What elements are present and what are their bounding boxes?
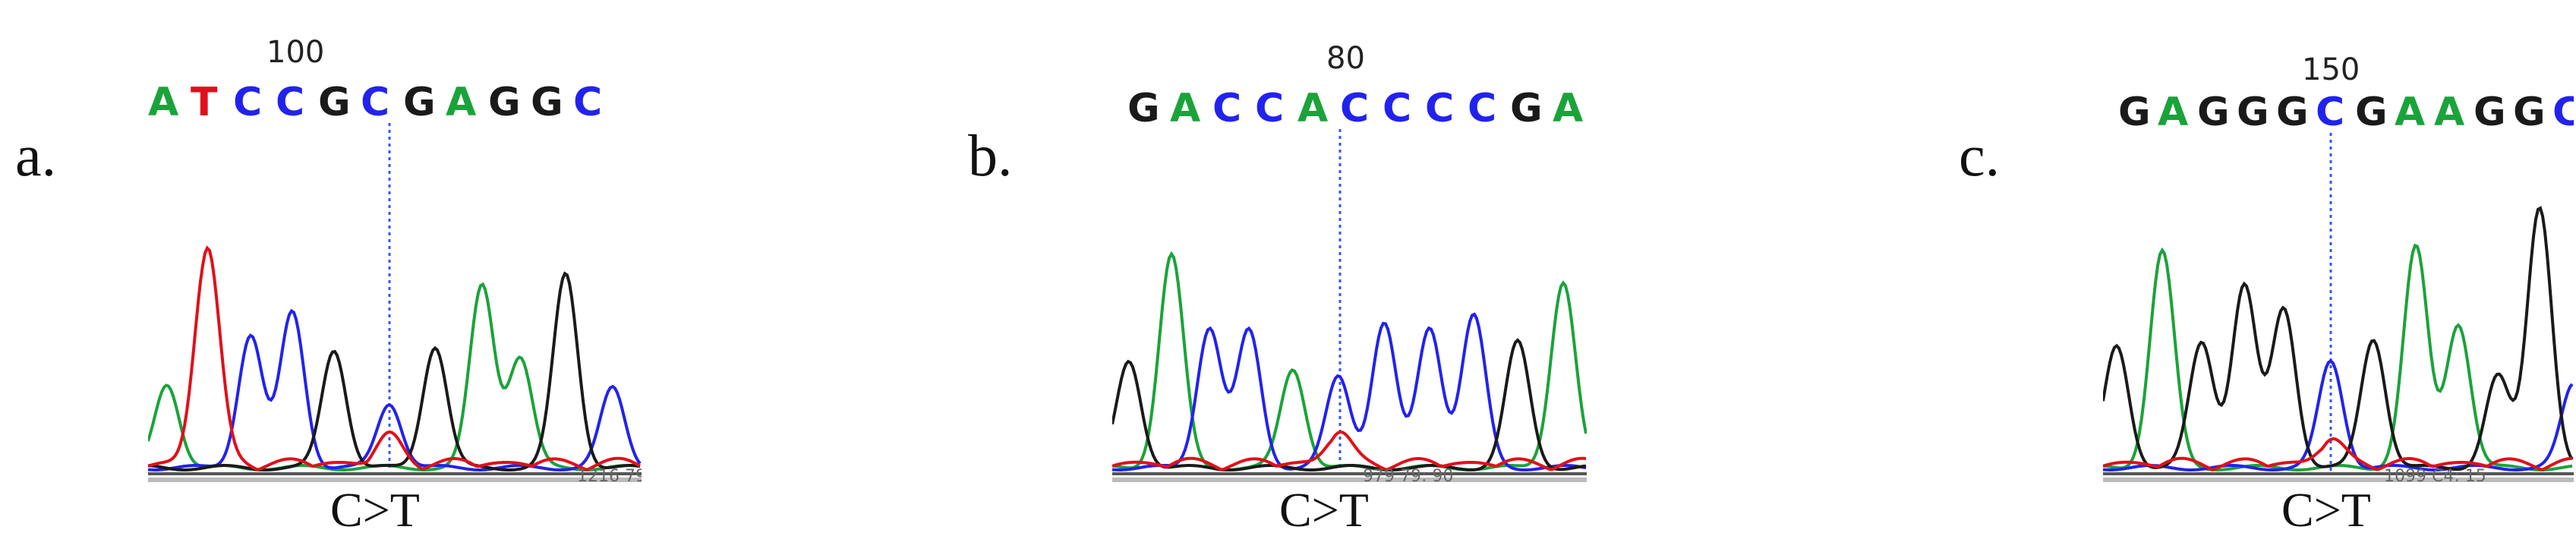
panel-b-label: b. (968, 122, 1013, 188)
chromatogram-c: 150 G A G G G C G A A G G C 1099 C4: 15 (2103, 0, 2574, 486)
trace-C (2103, 358, 2574, 471)
base-call-letter: A (2434, 90, 2464, 135)
base-call-letter: G (1510, 86, 1543, 131)
base-call-letter: A (1553, 86, 1583, 131)
panel-b: 80 G A C C A C C C C G A 979 79: 90 C>T (1112, 0, 1587, 555)
panel-a-label: a. (15, 122, 57, 188)
base-call-letter: C (2316, 90, 2344, 135)
base-call-letter: T (191, 80, 218, 125)
base-call-letter: C (1425, 86, 1454, 131)
base-call-letter: G (403, 80, 436, 125)
trace-T (2103, 437, 2573, 471)
base-call-letter: G (1127, 86, 1160, 131)
base-call-letter: G (2197, 90, 2230, 135)
axis-readout: 1216 79: 1 (577, 467, 642, 486)
base-call-letter: A (1297, 86, 1328, 131)
base-call-letter: A (446, 80, 476, 125)
base-call-letter: A (2395, 90, 2425, 135)
base-call-letter: G (531, 80, 563, 125)
panel-a-mutation: C>T (330, 483, 420, 537)
base-call-letter: C (361, 80, 389, 125)
base-call-letter: A (2158, 90, 2188, 135)
trace-G (148, 271, 641, 471)
base-call-letter: G (2118, 90, 2151, 135)
axis-readout: 979 79: 90 (1363, 467, 1453, 486)
base-call-letter: C (1383, 86, 1411, 131)
trace-C (1112, 312, 1587, 472)
trace-C (148, 308, 642, 472)
base-call-letter: C (233, 80, 262, 125)
base-call-letter: C (276, 80, 304, 125)
trace-T (148, 245, 641, 471)
trace-A (2103, 243, 2573, 471)
base-call-letter: G (318, 80, 351, 125)
base-call-letter: C (1340, 86, 1369, 131)
base-call-letter: G (2237, 90, 2269, 135)
position-number: 100 (266, 35, 324, 70)
position-number: 150 (2302, 52, 2360, 87)
trace-A (148, 282, 641, 471)
base-call-letter: C (1468, 86, 1496, 131)
panel-c-label: c. (1959, 122, 2001, 188)
base-call-letter: C (573, 80, 602, 125)
base-call-letter: G (2513, 90, 2546, 135)
base-call-letter: G (2355, 90, 2388, 135)
base-call-letter: A (1170, 86, 1200, 131)
axis-readout: 1099 C4: 15 (2384, 467, 2486, 486)
base-call-letter: G (488, 80, 521, 125)
chromatogram-b: 80 G A C C A C C C C G A 979 79: 90 (1112, 0, 1587, 486)
trace-T (1112, 430, 1587, 471)
base-call-letter: A (148, 80, 178, 125)
base-call-letter: G (2276, 90, 2309, 135)
base-call-letter: C (1255, 86, 1284, 131)
trace-G (1112, 338, 1587, 471)
position-number: 80 (1326, 41, 1365, 76)
panel-b-mutation: C>T (1279, 483, 1369, 537)
base-call-letter: G (2474, 90, 2506, 135)
trace-G (2103, 206, 2574, 471)
panel-c: 150 G A G G G C G A A G G C 1099 C4: 15 C>T (2103, 0, 2574, 555)
panel-c-mutation: C>T (2281, 483, 2371, 537)
base-call-letter: C (1212, 86, 1241, 131)
base-call-letter: C (2552, 90, 2574, 135)
